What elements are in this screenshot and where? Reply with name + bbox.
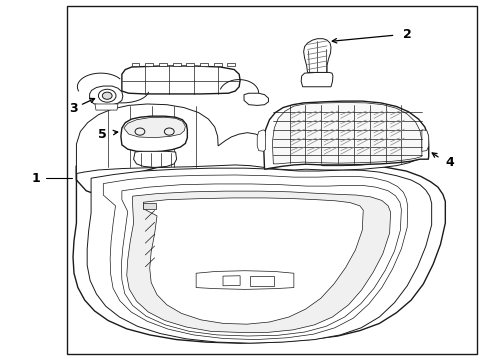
Polygon shape [250, 276, 274, 286]
Polygon shape [227, 63, 235, 66]
Polygon shape [196, 271, 294, 289]
Text: 4: 4 [446, 156, 455, 169]
Circle shape [102, 92, 112, 99]
Bar [67, 6, 477, 354]
Polygon shape [87, 168, 432, 343]
Text: 3: 3 [69, 102, 77, 115]
Polygon shape [223, 276, 240, 286]
Polygon shape [134, 151, 176, 167]
Polygon shape [124, 117, 185, 138]
Polygon shape [257, 130, 266, 151]
Polygon shape [103, 175, 408, 339]
Polygon shape [127, 191, 391, 332]
Polygon shape [132, 63, 140, 66]
Polygon shape [304, 39, 331, 72]
Polygon shape [159, 63, 167, 66]
Polygon shape [264, 101, 429, 169]
Polygon shape [144, 198, 363, 324]
Polygon shape [244, 93, 269, 105]
Polygon shape [301, 72, 333, 87]
Polygon shape [272, 103, 422, 164]
Text: 5: 5 [98, 127, 107, 141]
Polygon shape [422, 130, 429, 151]
Polygon shape [76, 104, 425, 174]
Text: 1: 1 [31, 172, 40, 185]
Polygon shape [186, 63, 194, 66]
Polygon shape [121, 116, 187, 152]
Polygon shape [172, 63, 180, 66]
Polygon shape [73, 164, 445, 343]
Polygon shape [90, 86, 123, 105]
Polygon shape [144, 203, 156, 209]
Text: 2: 2 [403, 28, 412, 41]
Polygon shape [122, 66, 240, 94]
Polygon shape [214, 63, 221, 66]
Polygon shape [95, 104, 118, 110]
Polygon shape [146, 63, 153, 66]
Polygon shape [200, 63, 208, 66]
Polygon shape [122, 184, 401, 336]
